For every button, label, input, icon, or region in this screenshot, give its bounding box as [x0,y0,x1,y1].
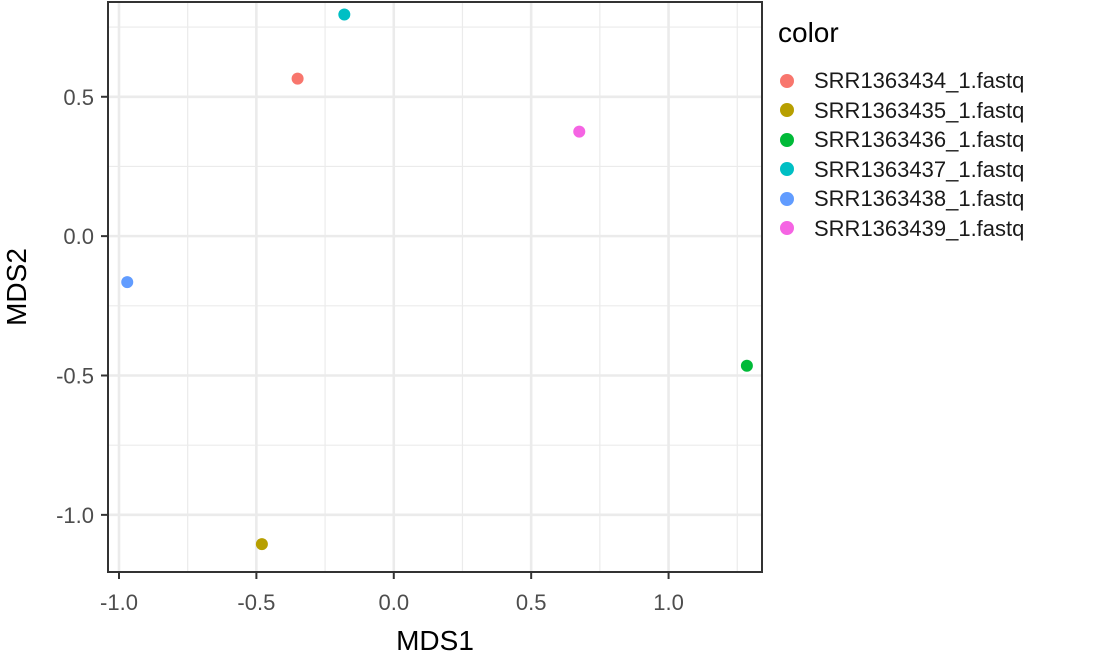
legend-item: SRR1363435_1.fastq [778,96,1024,126]
data-point [740,359,753,372]
y-axis-title: MDS2 [1,248,32,326]
legend-label: SRR1363436_1.fastq [814,127,1025,153]
x-axis-title: MDS1 [396,625,474,656]
legend-key-dot [780,73,794,88]
legend-label: SRR1363438_1.fastq [814,186,1025,212]
x-tick-label: 0.5 [516,590,547,615]
legend-label: SRR1363437_1.fastq [814,156,1025,182]
x-tick-label: -0.5 [237,590,275,615]
major-gridlines [108,2,762,572]
legend-item: SRR1363436_1.fastq [778,125,1024,155]
legend-key-dot [780,162,794,177]
data-point [255,538,268,551]
y-axis-ticks: -1.0 -0.5 0.0 0.5 [56,85,108,528]
y-tick-label: -1.0 [56,503,94,528]
x-axis-ticks: -1.0 -0.5 0.0 0.5 1.0 [100,572,684,615]
x-tick-label: -1.0 [100,590,138,615]
legend-items: SRR1363434_1.fastq SRR1363435_1.fastq SRR1… [778,66,1024,243]
data-point [573,125,586,138]
legend-item: SRR1363438_1.fastq [778,184,1024,214]
x-tick-label: 1.0 [653,590,684,615]
data-point [121,276,134,289]
x-tick-label: 0.0 [378,590,409,615]
data-point [291,72,304,85]
data-points [121,8,753,551]
legend-label: SRR1363434_1.fastq [814,68,1025,94]
panel-border [107,1,763,573]
panel-background [108,2,762,572]
legend-key-dot [780,132,794,147]
y-tick-label: 0.5 [63,85,94,110]
legend-item: SRR1363437_1.fastq [778,155,1024,185]
legend-key-dot [780,191,794,206]
y-tick-label: -0.5 [56,363,94,388]
legend-item: SRR1363439_1.fastq [778,214,1024,244]
legend-item: SRR1363434_1.fastq [778,66,1024,96]
legend-key-dot [780,103,794,118]
legend-key-dot [780,221,794,236]
legend: color SRR1363434_1.fastq SRR1363435_1.fas… [778,16,1024,243]
legend-label: SRR1363439_1.fastq [814,215,1025,241]
data-point [338,8,351,21]
y-tick-label: 0.0 [63,224,94,249]
legend-title: color [778,17,839,48]
legend-label: SRR1363435_1.fastq [814,97,1025,123]
